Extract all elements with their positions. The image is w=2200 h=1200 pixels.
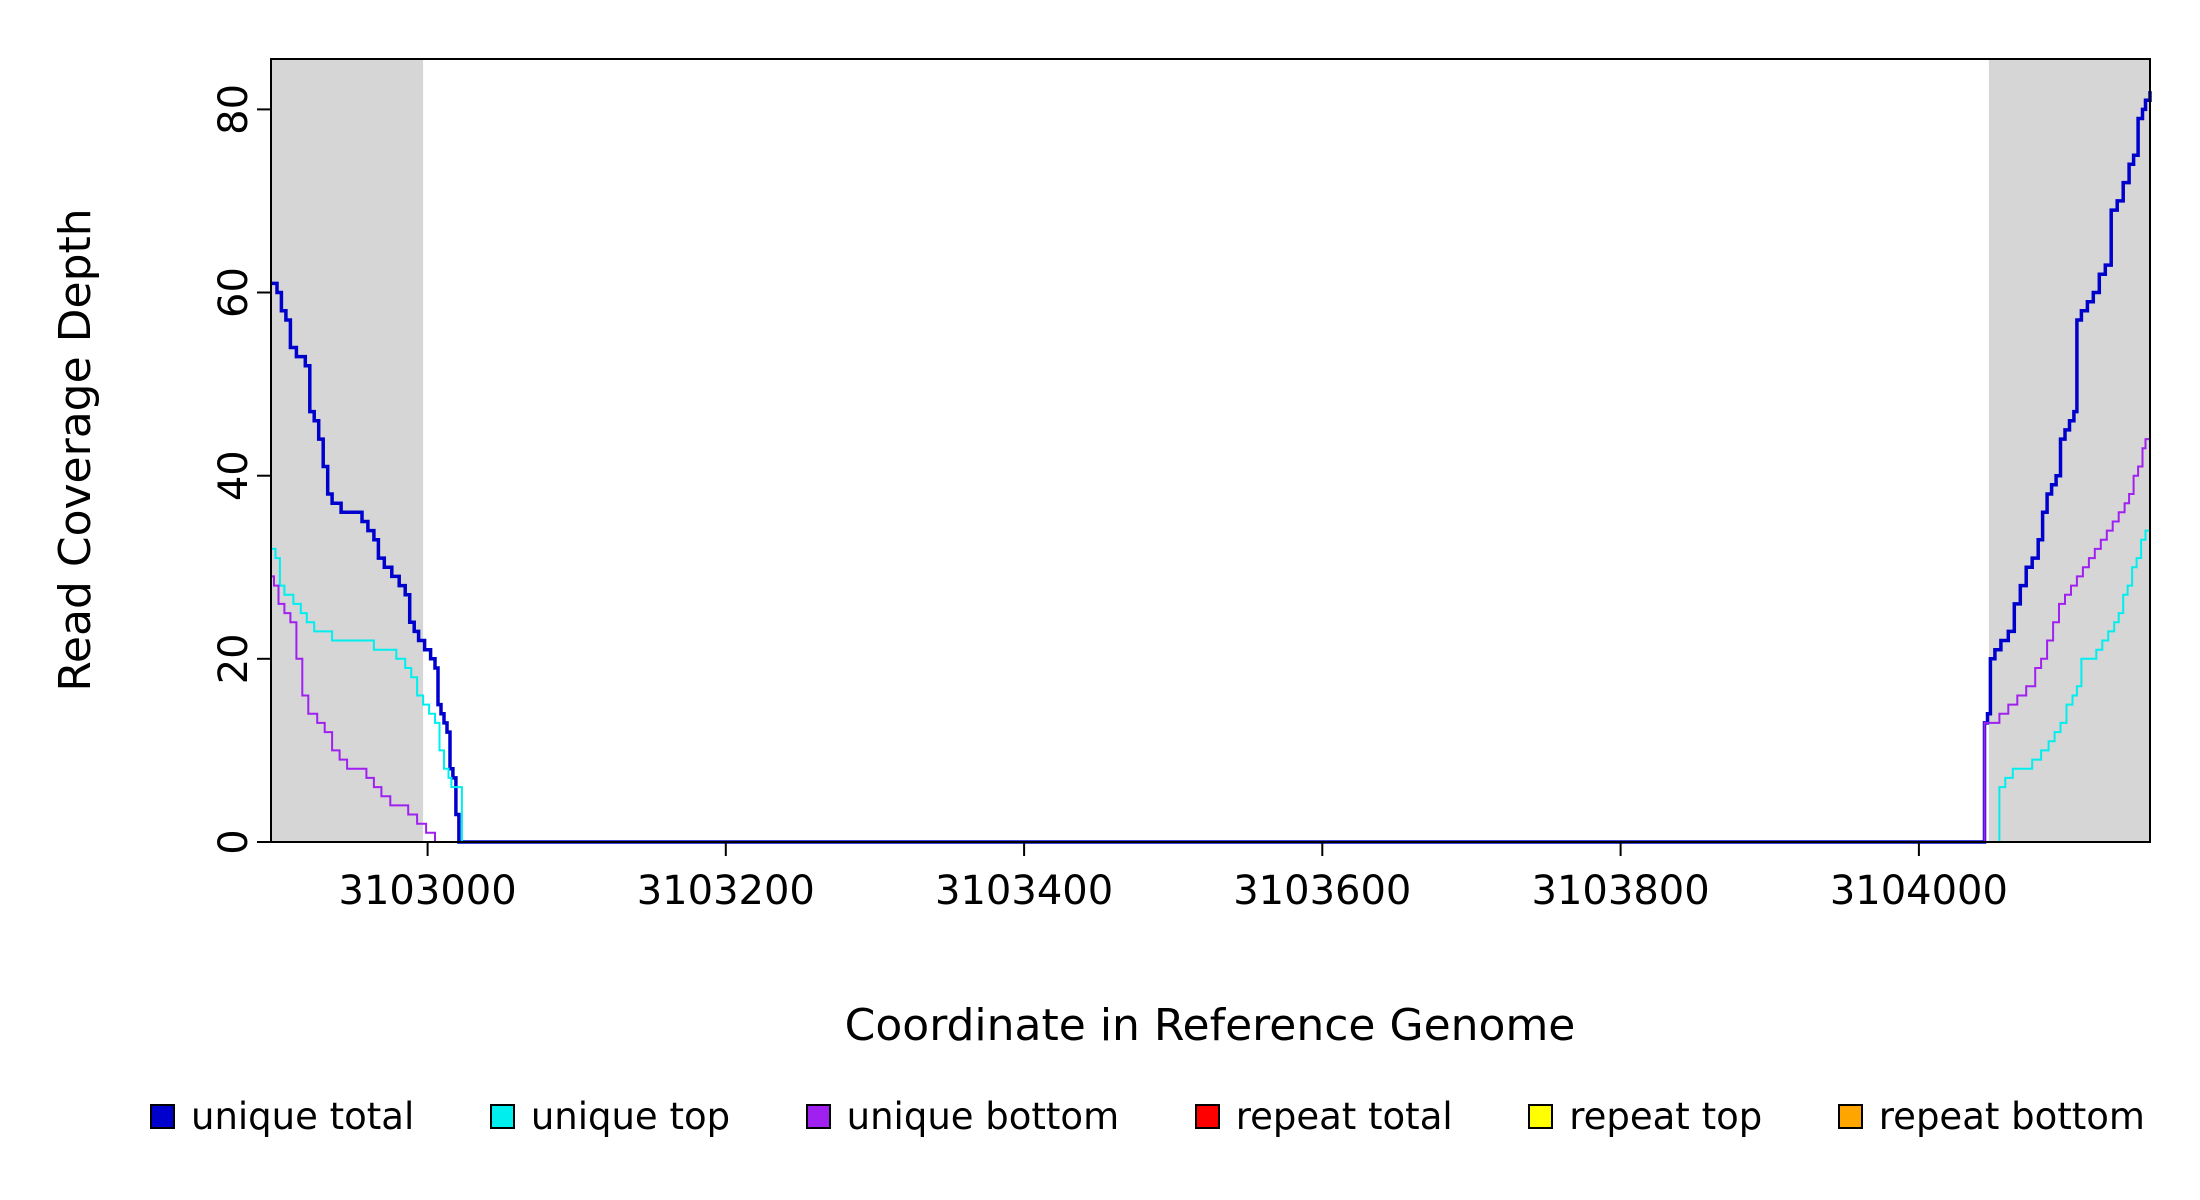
legend-swatch-repeat-top (1528, 1104, 1554, 1129)
series-unique-top (271, 521, 2151, 843)
legend-item-unique-total: unique total (150, 1095, 414, 1138)
shaded-region (1988, 59, 2150, 842)
legend-swatch-unique-top (489, 1104, 515, 1129)
x-tick-label: 3103600 (1233, 868, 1411, 914)
legend-label: unique total (191, 1095, 415, 1138)
y-tick-label: 80 (211, 84, 257, 135)
x-tick-label: 3103800 (1532, 868, 1710, 914)
x-tick-label: 3104000 (1830, 868, 2008, 914)
legend-label: unique top (530, 1095, 731, 1138)
legend-label: unique bottom (846, 1095, 1120, 1138)
legend-swatch-repeat-bottom (1837, 1104, 1863, 1129)
legend-item-repeat-top: repeat top (1528, 1095, 1762, 1138)
legend-swatch-repeat-total (1194, 1104, 1220, 1129)
legend-item-unique-top: unique top (489, 1095, 731, 1138)
legend-item-unique-bottom: unique bottom (805, 1095, 1120, 1138)
legend-label: repeat bottom (1878, 1095, 2145, 1138)
legend-label: repeat total (1235, 1095, 1453, 1138)
coverage-plot: Read Coverage Depth Coordinate in Refere… (50, 58, 2152, 1051)
y-tick-label: 40 (211, 450, 257, 501)
plot-frame (270, 58, 2151, 843)
x-tick-label: 3103000 (339, 868, 517, 914)
y-axis-title: Read Coverage Depth (50, 208, 101, 691)
y-tick-label: 0 (211, 829, 257, 854)
legend-swatch-unique-bottom (805, 1104, 831, 1129)
x-tick-label: 3103400 (935, 868, 1113, 914)
series-unique-total (271, 91, 2152, 844)
shaded-region (271, 59, 424, 842)
legend-item-repeat-total: repeat total (1194, 1095, 1453, 1138)
x-tick-label: 3103200 (637, 868, 815, 914)
y-tick-label: 20 (211, 633, 257, 684)
x-axis-title: Coordinate in Reference Genome (845, 1000, 1576, 1051)
legend-swatch-unique-total (150, 1104, 175, 1129)
series-unique-bottom (271, 420, 2151, 843)
legend-item-repeat-bottom: repeat bottom (1837, 1095, 2145, 1138)
y-tick-label: 60 (211, 267, 257, 318)
legend-label: repeat top (1569, 1095, 1763, 1138)
chart-legend: unique total unique top unique bottom repea… (150, 1095, 2145, 1138)
